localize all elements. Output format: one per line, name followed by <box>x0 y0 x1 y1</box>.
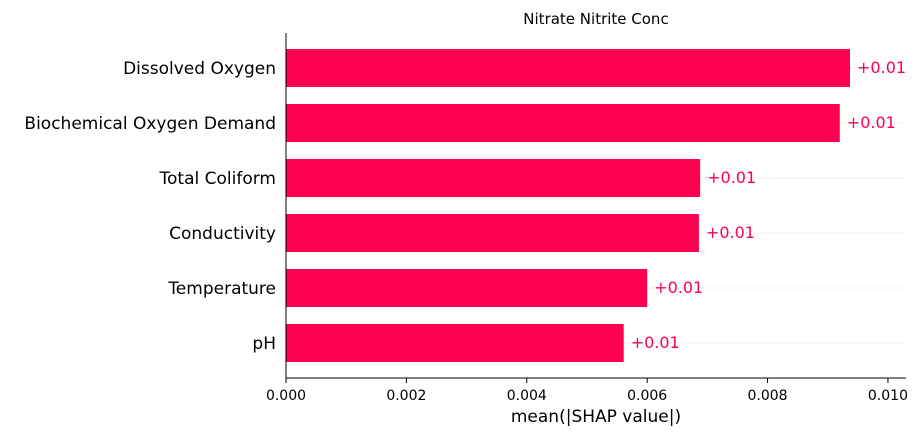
category-label: pH <box>252 334 276 354</box>
category-label: Biochemical Oxygen Demand <box>24 114 276 134</box>
x-tick-label: 0.000 <box>266 388 306 404</box>
chart-title: Nitrate Nitrite Conc <box>523 10 668 28</box>
value-label: +0.01 <box>706 223 755 242</box>
x-tick-label: 0.008 <box>748 388 788 404</box>
value-label: +0.01 <box>857 58 906 77</box>
category-label: Conductivity <box>169 224 276 244</box>
x-tick-label: 0.010 <box>868 388 908 404</box>
x-ticks: 0.000 0.002 0.004 0.006 0.008 0.010 <box>266 378 908 404</box>
bar <box>286 49 851 87</box>
x-axis-label: mean(|SHAP value|) <box>511 407 681 427</box>
bar <box>286 269 648 307</box>
x-tick-label: 0.006 <box>627 388 667 404</box>
value-label: +0.01 <box>631 333 680 352</box>
category-labels: Dissolved Oxygen Biochemical Oxygen Deman… <box>24 59 276 354</box>
x-tick-label: 0.002 <box>386 388 426 404</box>
value-labels: +0.01 +0.01 +0.01 +0.01 +0.01 +0.01 <box>631 58 906 352</box>
bar <box>286 104 840 142</box>
value-label: +0.01 <box>654 278 703 297</box>
bar <box>286 214 699 252</box>
value-label: +0.01 <box>707 168 756 187</box>
category-label: Total Coliform <box>159 169 276 189</box>
bar <box>286 324 624 362</box>
category-label: Dissolved Oxygen <box>123 59 276 79</box>
bar <box>286 159 701 197</box>
value-label: +0.01 <box>847 113 896 132</box>
x-tick-label: 0.004 <box>507 388 547 404</box>
bars <box>286 49 851 362</box>
category-label: Temperature <box>167 279 276 299</box>
